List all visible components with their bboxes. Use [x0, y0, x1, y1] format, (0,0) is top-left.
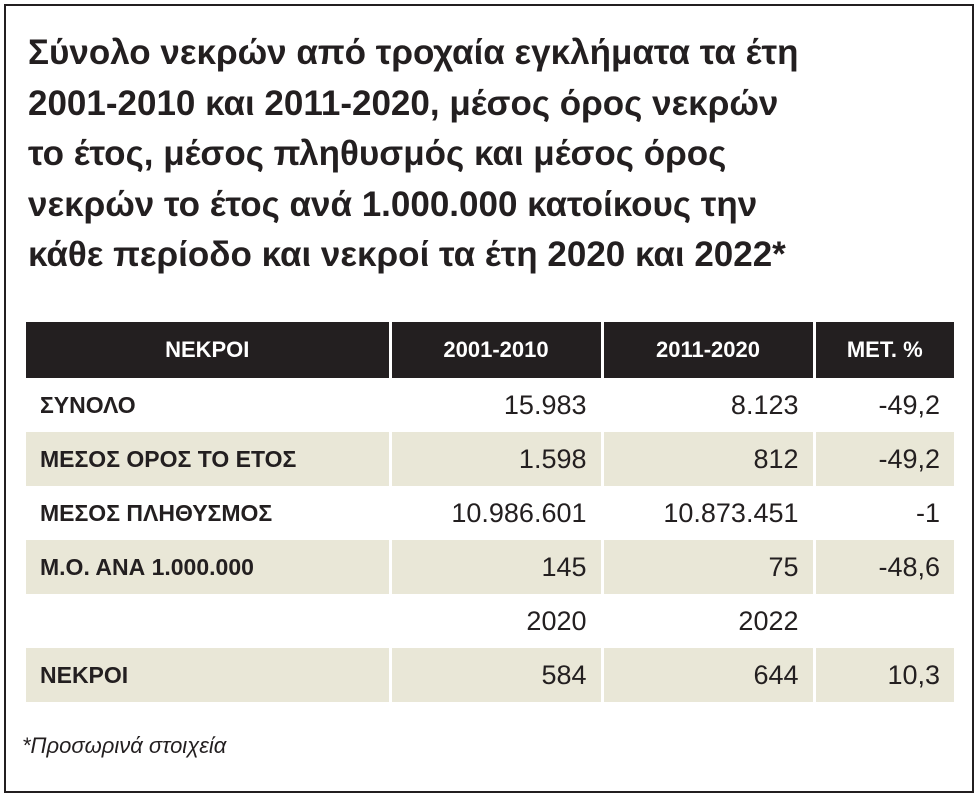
table-cell: 10.873.451	[600, 486, 814, 540]
table-cell: 145	[388, 540, 602, 594]
table-header-row: ΝΕΚΡΟΙ 2001-2010 2011-2020 ΜΕΤ. %	[26, 322, 954, 378]
row-label: ΜΕΣΟΣ ΠΛΗΘΥΣΜΟΣ	[40, 499, 273, 526]
table-cell: 75	[600, 540, 814, 594]
table-cell: 15.983	[388, 378, 602, 432]
title-line: κάθε περίοδο και νεκροί τα έτη 2020 και …	[28, 235, 786, 274]
column-header-category: ΝΕΚΡΟΙ	[26, 322, 390, 378]
table-cell: 8.123	[600, 378, 814, 432]
table-cell: -49,2	[812, 432, 954, 486]
table-row: 2020 2022	[26, 594, 954, 648]
table-cell: 10.986.601	[388, 486, 602, 540]
table-row: ΣΥΝΟΛΟ 15.983 8.123 -49,2	[26, 378, 954, 432]
table-cell: 584	[388, 648, 602, 702]
table-cell: 10,3	[812, 648, 954, 702]
table-cell	[812, 594, 954, 648]
table-cell: -1	[812, 486, 954, 540]
fatalities-table: ΝΕΚΡΟΙ 2001-2010 2011-2020 ΜΕΤ. % ΣΥΝΟΛΟ…	[26, 322, 954, 702]
table-cell: 1.598	[388, 432, 602, 486]
infographic-title: Σύνολο νεκρών από τροχαία εγκλήματα τα έ…	[28, 28, 963, 281]
table-cell: 644	[600, 648, 814, 702]
table-row: Μ.Ο. ΑΝΑ 1.000.000 145 75 -48,6	[26, 540, 954, 594]
table-cell: 2022	[600, 594, 814, 648]
row-label	[26, 594, 390, 648]
footnote: *Προσωρινά στοιχεία	[22, 733, 227, 758]
row-label: ΣΥΝΟΛΟ	[40, 391, 136, 418]
table-cell: -49,2	[812, 378, 954, 432]
title-line: 2001-2010 και 2011-2020, μέσος όρος νεκρ…	[28, 83, 779, 123]
column-header-period-1: 2001-2010	[388, 322, 602, 378]
title-line: νεκρών το έτος ανά 1.000.000 κατοίκους τ…	[28, 184, 758, 224]
column-header-period-2: 2011-2020	[600, 322, 814, 378]
row-label: ΜΕΣΟΣ ΟΡΟΣ ΤΟ ΕΤΟΣ	[26, 432, 390, 486]
table-cell: -48,6	[812, 540, 954, 594]
table-row: ΜΕΣΟΣ ΠΛΗΘΥΣΜΟΣ 10.986.601 10.873.451 -1	[26, 486, 954, 540]
title-line: Σύνολο νεκρών από τροχαία εγκλήματα τα έ…	[28, 33, 799, 72]
column-header-change-pct: ΜΕΤ. %	[812, 322, 954, 378]
table-cell: 2020	[388, 594, 602, 648]
row-label: Μ.Ο. ΑΝΑ 1.000.000	[26, 540, 390, 594]
row-label: ΝΕΚΡΟΙ	[26, 648, 390, 702]
table-row: ΜΕΣΟΣ ΟΡΟΣ ΤΟ ΕΤΟΣ 1.598 812 -49,2	[26, 432, 954, 486]
title-line: το έτος, μέσος πληθυσμός και μέσος όρος	[28, 134, 727, 173]
table-row: ΝΕΚΡΟΙ 584 644 10,3	[26, 648, 954, 702]
table-cell: 812	[600, 432, 814, 486]
